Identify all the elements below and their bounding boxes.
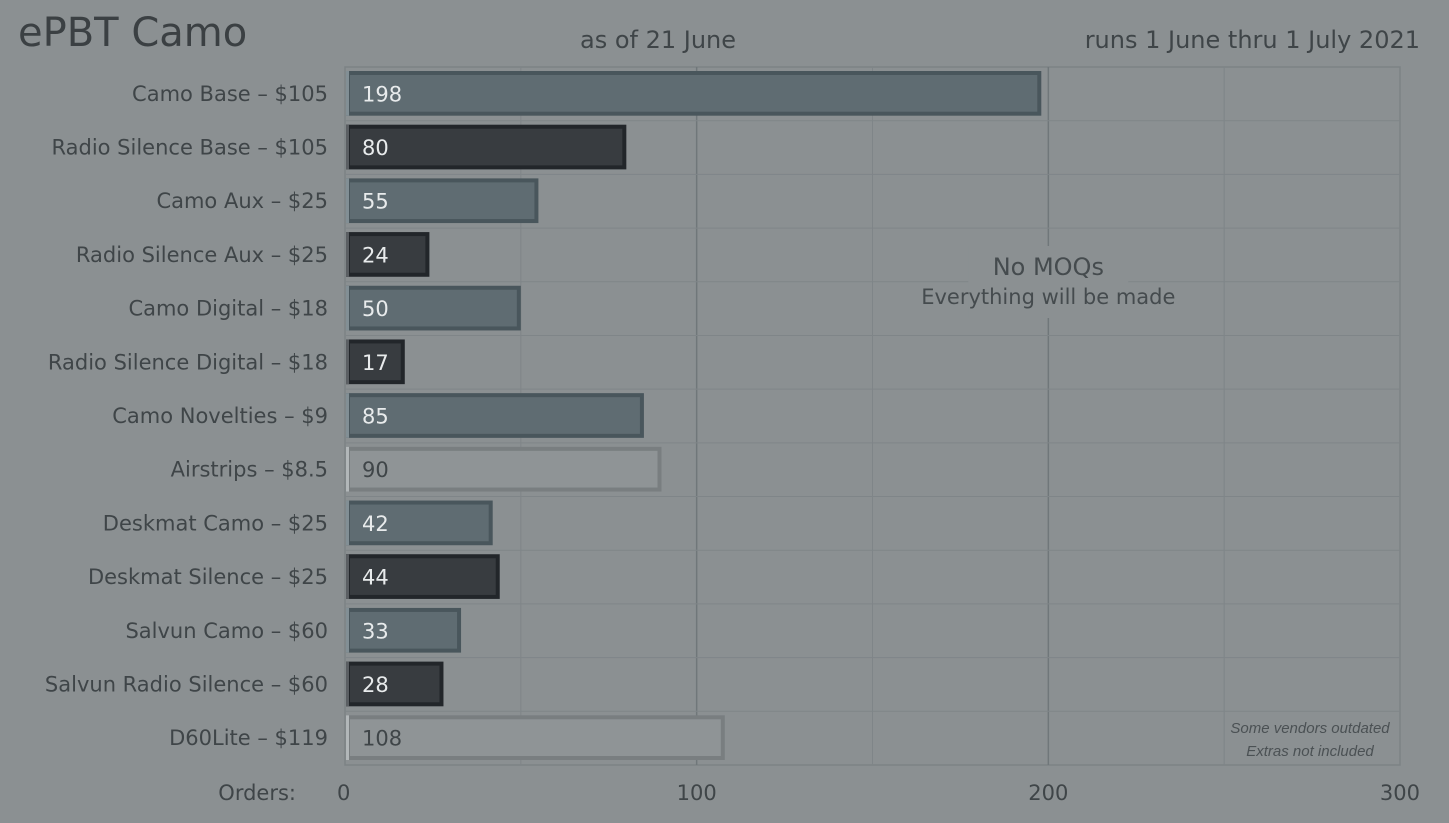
bar-highlight xyxy=(346,339,349,385)
category-label: Camo Digital – $18 xyxy=(128,297,328,321)
bar-highlight xyxy=(346,71,349,116)
bar-face xyxy=(350,719,721,756)
bar-highlight xyxy=(346,393,349,438)
category-label: Salvun Camo – $60 xyxy=(125,619,328,643)
x-tick-label: 100 xyxy=(677,781,717,805)
bar-group: 44 xyxy=(346,554,500,599)
bar-value-label: 85 xyxy=(362,405,389,429)
category-label: Radio Silence Digital – $18 xyxy=(48,350,328,374)
bar-value-label: 42 xyxy=(362,512,389,536)
bar-value-label: 198 xyxy=(362,82,402,106)
bar-group: 28 xyxy=(346,661,444,707)
bar-face xyxy=(350,289,517,327)
bar-group: 55 xyxy=(346,178,539,224)
bar-face xyxy=(350,504,489,542)
category-label: Camo Base – $105 xyxy=(132,82,328,106)
x-tick-label: 0 xyxy=(337,781,350,805)
bar-highlight xyxy=(346,554,349,599)
bar-group: 85 xyxy=(346,393,644,438)
category-label: Salvun Radio Silence – $60 xyxy=(45,672,328,696)
annotation-title: No MOQs xyxy=(993,253,1104,281)
bar-highlight xyxy=(346,715,349,760)
annotation-background xyxy=(968,246,1129,318)
bar-face xyxy=(350,343,401,381)
bar-group: 108 xyxy=(346,715,725,760)
category-label: Deskmat Camo – $25 xyxy=(103,511,328,535)
category-label: Deskmat Silence – $25 xyxy=(88,565,328,589)
category-label: Camo Novelties – $9 xyxy=(112,404,328,428)
bar-face xyxy=(350,450,658,488)
bar-group: 80 xyxy=(346,124,627,170)
bar-value-label: 80 xyxy=(362,136,389,160)
bar-group: 198 xyxy=(346,71,1042,116)
bar-face xyxy=(350,558,496,595)
bar-face xyxy=(350,182,535,220)
bar-highlight xyxy=(346,178,349,224)
bar-face xyxy=(350,128,623,166)
bar-face xyxy=(350,236,426,273)
bar-group: 42 xyxy=(346,500,493,546)
bar-highlight xyxy=(346,661,349,707)
bar-value-label: 90 xyxy=(362,458,389,482)
bar-face xyxy=(350,665,440,703)
bar-value-label: 33 xyxy=(362,619,389,643)
bar-value-label: 50 xyxy=(362,297,389,321)
category-label: Camo Aux – $25 xyxy=(156,189,328,213)
category-label: D60Lite – $119 xyxy=(169,726,328,750)
bar-highlight xyxy=(346,285,349,331)
bar-highlight xyxy=(346,232,349,277)
bar-group: 90 xyxy=(346,446,662,492)
chart-title: ePBT Camo xyxy=(18,10,248,56)
footnote-line: Extras not included xyxy=(1246,743,1374,760)
category-label: Radio Silence Base – $105 xyxy=(52,136,329,160)
annotation-text: Everything will be made xyxy=(921,285,1175,309)
bar-highlight xyxy=(346,446,349,492)
run-dates: runs 1 June thru 1 July 2021 xyxy=(1084,26,1420,54)
bar-face xyxy=(350,397,640,434)
footnote-line: Some vendors outdated xyxy=(1230,720,1390,737)
bar-value-label: 44 xyxy=(362,566,389,590)
x-axis-label: Orders: xyxy=(218,781,296,805)
bar-group: 17 xyxy=(346,339,405,385)
bar-value-label: 108 xyxy=(362,727,402,751)
bar-highlight xyxy=(346,607,349,653)
bar-group: 24 xyxy=(346,232,430,277)
bar-value-label: 28 xyxy=(362,673,389,697)
chart-subtitle: as of 21 June xyxy=(580,26,737,54)
bar-group: 33 xyxy=(346,607,462,653)
bar-group: 50 xyxy=(346,285,521,331)
bar-face xyxy=(350,75,1038,112)
x-tick-label: 300 xyxy=(1380,781,1420,805)
bar-highlight xyxy=(346,124,349,170)
category-label: Radio Silence Aux – $25 xyxy=(76,243,328,267)
bar-value-label: 55 xyxy=(362,190,389,214)
bar-highlight xyxy=(346,500,349,546)
x-tick-label: 200 xyxy=(1028,781,1068,805)
bar-value-label: 24 xyxy=(362,243,389,267)
bar-face xyxy=(350,611,458,649)
category-label: Airstrips – $8.5 xyxy=(171,458,328,482)
bar-value-label: 17 xyxy=(362,351,389,375)
